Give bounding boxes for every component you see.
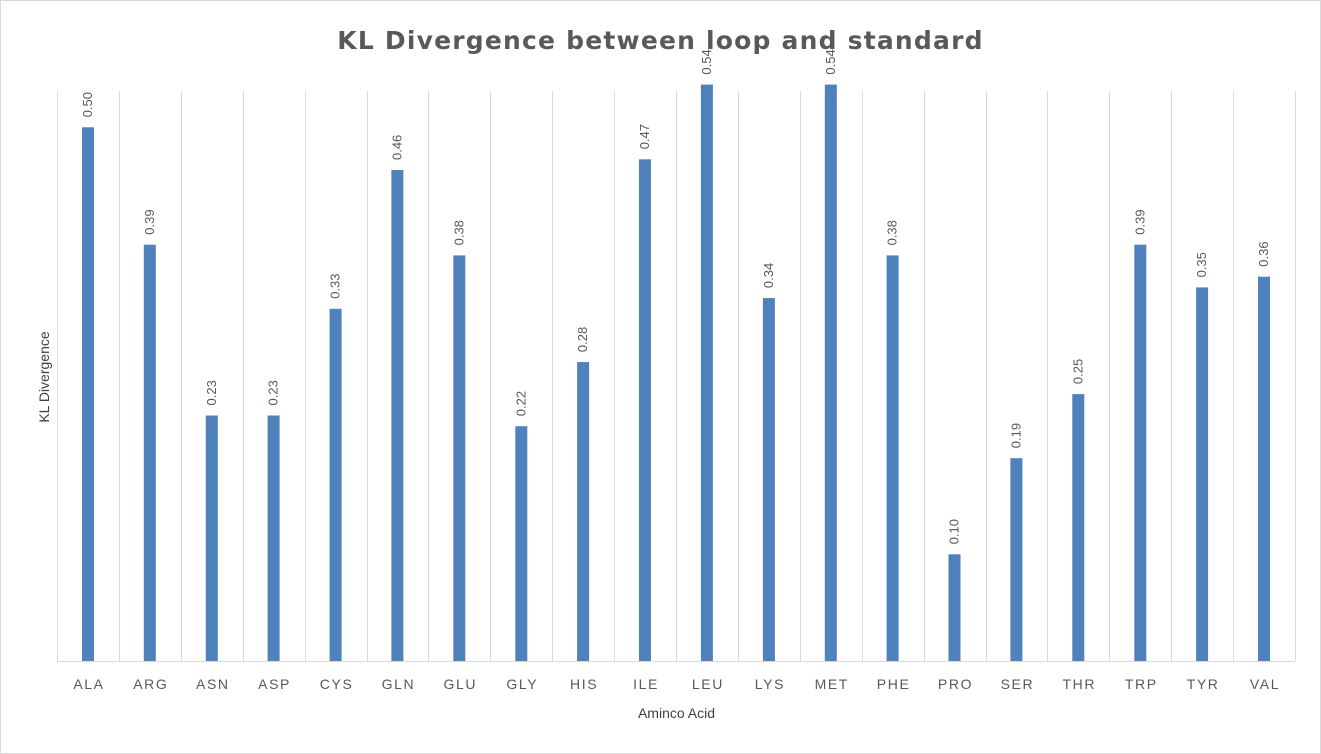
bar-lys	[762, 298, 775, 661]
x-tick-label: CYS	[320, 676, 354, 692]
bar-thr	[1072, 394, 1085, 661]
x-tick-label: PRO	[938, 676, 973, 692]
data-label: 0.38	[451, 220, 466, 245]
data-label: 0.36	[1256, 241, 1271, 266]
x-tick-label: ALA	[73, 676, 104, 692]
bar-asn	[205, 415, 218, 661]
bar-pro	[948, 554, 961, 661]
x-tick-label: GLY	[506, 676, 538, 692]
x-tick-labels: ALA ARG ASN ASP CYS GLN GLU GLY HIS ILE LEU LYS MET P…	[73, 676, 1280, 692]
data-label: 0.54	[823, 49, 838, 74]
bar-gly	[515, 426, 528, 661]
bar-cys	[329, 308, 342, 661]
data-label: 0.10	[947, 519, 962, 544]
x-tick-label: ASN	[196, 676, 230, 692]
bars	[82, 84, 1270, 662]
data-label: 0.38	[885, 220, 900, 245]
bar-ile	[639, 159, 651, 662]
data-label: 0.39	[142, 209, 157, 234]
grid-lines	[57, 91, 1296, 662]
bar-his	[577, 362, 590, 661]
x-tick-label: GLN	[382, 676, 416, 692]
data-label: 0.23	[266, 380, 281, 405]
data-label: 0.33	[328, 273, 343, 298]
bar-ser	[1010, 458, 1023, 661]
data-label: 0.50	[80, 92, 95, 117]
bar-arg	[143, 244, 156, 661]
x-tick-label: ARG	[133, 676, 168, 692]
x-tick-label: THR	[1063, 676, 1097, 692]
x-tick-label: LYS	[755, 676, 785, 692]
x-tick-label: MET	[815, 676, 849, 692]
bar-ala	[82, 127, 94, 662]
data-label: 0.34	[761, 263, 776, 288]
data-label: 0.19	[1008, 423, 1023, 448]
data-label: 0.39	[1132, 209, 1147, 234]
bar-tyr	[1196, 287, 1209, 661]
chart-title: KL Divergence between loop and standard	[337, 26, 984, 55]
data-labels: 0.50 0.39 0.23 0.23 0.33 0.46 0.38 0.22 0.28 0.47…	[80, 49, 1271, 544]
bar-leu	[700, 84, 713, 662]
data-label: 0.35	[1194, 252, 1209, 277]
bar-phe	[886, 255, 899, 661]
x-tick-label: VAL	[1250, 676, 1280, 692]
x-tick-label: HIS	[570, 676, 598, 692]
x-axis-title: Aminco Acid	[637, 705, 716, 721]
x-tick-label: PHE	[877, 676, 911, 692]
x-tick-label: TYR	[1187, 676, 1220, 692]
x-tick-label: LEU	[692, 676, 724, 692]
data-label: 0.22	[513, 391, 528, 416]
bar-trp	[1134, 244, 1147, 661]
data-label: 0.28	[575, 327, 590, 352]
x-tick-label: TRP	[1125, 676, 1158, 692]
data-label: 0.47	[637, 124, 652, 149]
data-label: 0.54	[699, 49, 714, 74]
bar-val	[1258, 276, 1270, 661]
x-tick-label: GLU	[444, 676, 478, 692]
x-tick-label: ASP	[258, 676, 291, 692]
bar-asp	[267, 415, 280, 661]
data-label: 0.46	[389, 135, 404, 160]
x-tick-label: ILE	[633, 676, 659, 692]
data-label: 0.23	[204, 380, 219, 405]
bar-met	[824, 84, 837, 662]
bar-gln	[391, 170, 404, 661]
bar-glu	[453, 255, 466, 661]
data-label: 0.25	[1070, 359, 1085, 384]
x-tick-label: SER	[1001, 676, 1035, 692]
